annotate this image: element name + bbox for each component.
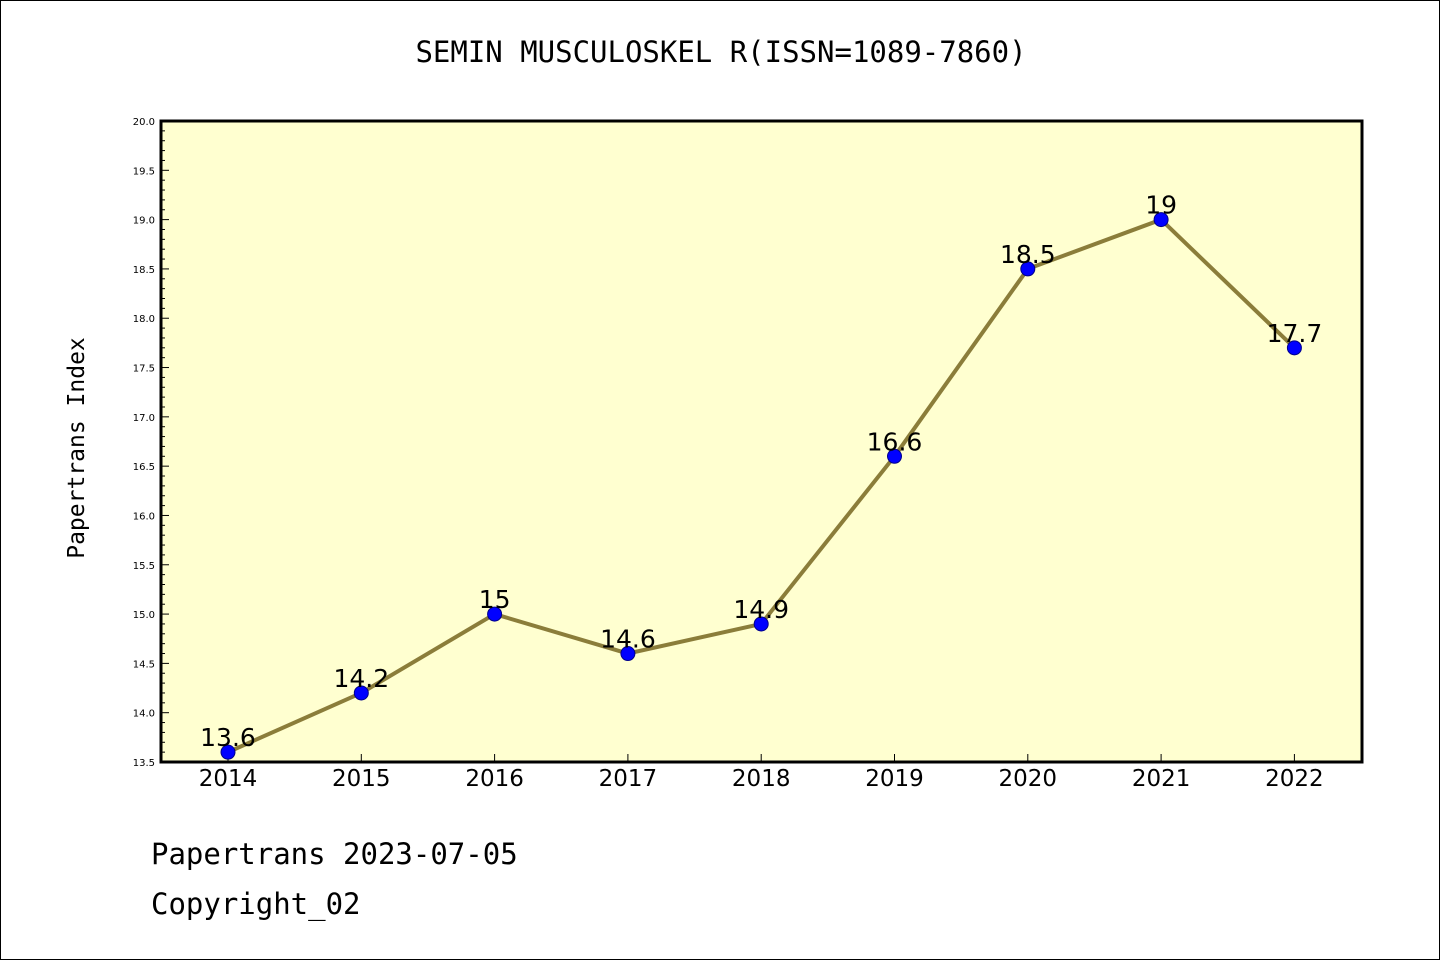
y-tick-label: 20.0 — [133, 117, 155, 128]
data-point — [620, 646, 636, 662]
data-label: 15 — [479, 585, 511, 614]
y-tick-label: 17.5 — [133, 364, 155, 375]
data-point — [1020, 261, 1036, 277]
y-tick-label: 14.5 — [133, 659, 155, 670]
chart-title: SEMIN MUSCULOSKEL R(ISSN=1089-7860) — [415, 35, 1027, 69]
y-tick-label: 16.0 — [133, 511, 155, 522]
x-tick-label: 2022 — [1265, 766, 1324, 792]
data-label: 16.6 — [867, 427, 923, 456]
data-label: 13.6 — [200, 723, 256, 752]
x-tick-label: 2016 — [465, 766, 524, 792]
data-point — [1286, 340, 1302, 356]
y-tick-label: 15.0 — [133, 610, 155, 621]
x-tick-label: 2017 — [599, 766, 658, 792]
x-tick-label: 2019 — [865, 766, 924, 792]
y-tick-label: 14.0 — [133, 709, 155, 720]
y-tick-label: 19.0 — [133, 216, 155, 227]
y-tick-label: 19.5 — [133, 166, 155, 177]
data-point — [753, 616, 769, 632]
data-labels: 13.6 14.2 15 14.6 14.9 16.6 18.5 19 17.7 — [200, 191, 1322, 753]
y-tick-label: 15.5 — [133, 561, 155, 572]
y-tick-label: 13.5 — [133, 758, 155, 769]
x-tick-label: 2021 — [1132, 766, 1191, 792]
x-tick-label: 2015 — [332, 766, 391, 792]
plot-area — [159, 119, 1364, 764]
y-tick-label: 16.5 — [133, 462, 155, 473]
data-label: 14.9 — [733, 595, 789, 624]
data-label: 17.7 — [1267, 319, 1323, 348]
data-point — [353, 685, 369, 701]
footer-date: Papertrans 2023-07-05 — [151, 837, 518, 871]
x-tick-label: 2018 — [732, 766, 791, 792]
data-label: 18.5 — [1000, 240, 1056, 269]
data-label: 14.6 — [600, 625, 656, 654]
data-point — [487, 606, 503, 622]
x-axis-ticks: 2014 2015 2016 2017 2018 2019 2020 2021 2022 — [199, 754, 1324, 792]
footer-copyright: Copyright_02 — [151, 887, 361, 921]
y-axis-ticks: 13.5 14.0 14.5 15.0 15.5 16.0 16.5 17.0 17.5 18.0… — [133, 117, 169, 769]
data-point — [220, 744, 236, 760]
x-tick-label: 2014 — [199, 766, 258, 792]
y-tick-label: 18.0 — [133, 314, 155, 325]
data-markers — [220, 212, 1302, 760]
x-tick-label: 2020 — [999, 766, 1058, 792]
data-label: 14.2 — [333, 664, 389, 693]
data-label: 19 — [1145, 191, 1177, 220]
data-point — [887, 448, 902, 464]
y-tick-label: 17.0 — [133, 413, 155, 424]
data-point — [1153, 212, 1169, 228]
y-tick-label: 18.5 — [133, 265, 155, 276]
